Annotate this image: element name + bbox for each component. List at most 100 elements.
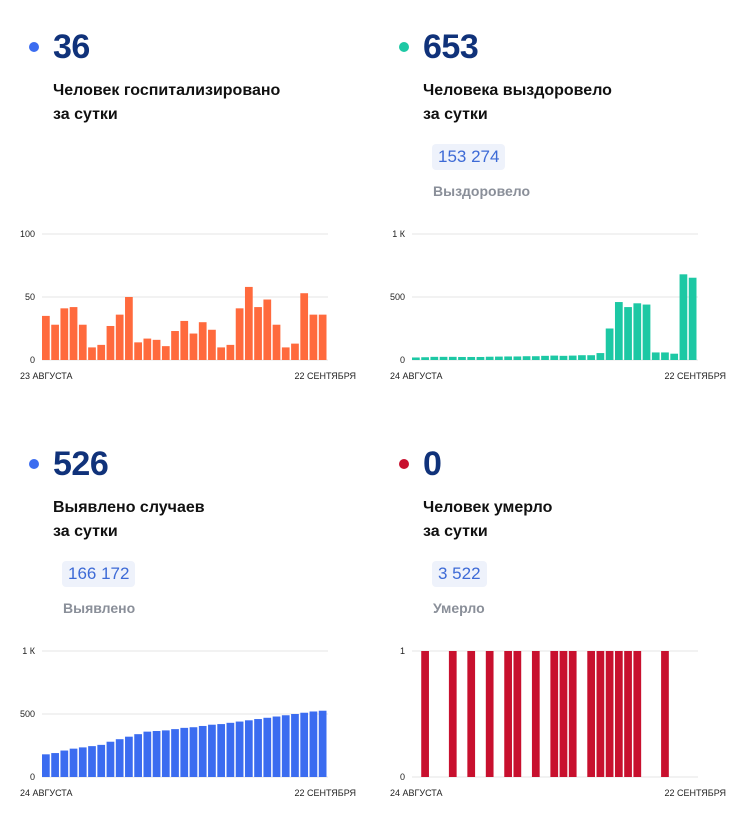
- cases-bar: [208, 724, 216, 777]
- hospitalized-bar: [300, 293, 309, 360]
- cases-xlabel-start: 24 АВГУСТА: [20, 788, 73, 798]
- recovered-panel: 653 Человека выздоровело за сутки 153 27…: [390, 20, 730, 420]
- deaths-bar: [559, 651, 568, 777]
- cases-bar: [125, 736, 133, 777]
- hospitalized-bar: [272, 324, 281, 360]
- recovered-bar: [522, 356, 531, 360]
- cases-bar: [272, 716, 281, 777]
- deaths-xlabel-end: 22 СЕНТЯБРЯ: [664, 788, 726, 798]
- hospitalized-desc-line2: за сутки: [53, 106, 118, 123]
- hospitalized-ytick-label: 100: [20, 229, 35, 239]
- recovered-bar: [504, 356, 512, 360]
- deaths-bar: [485, 651, 494, 777]
- recovered-dot-icon: [399, 42, 409, 52]
- cases-bar: [254, 719, 262, 777]
- cases-total-badge: 166 172: [62, 561, 136, 587]
- deaths-bar: [513, 651, 522, 777]
- recovered-bar: [448, 356, 457, 360]
- cases-bar: [318, 710, 327, 777]
- cases-bar: [189, 727, 198, 777]
- hospitalized-bar: [143, 338, 152, 360]
- deaths-value: 0: [423, 445, 442, 483]
- recovered-bar: [587, 355, 596, 360]
- cases-dot-icon: [29, 459, 39, 469]
- hospitalized-bar: [134, 342, 142, 360]
- deaths-bar: [661, 651, 669, 777]
- cases-bar: [60, 750, 69, 777]
- recovered-bar: [412, 357, 420, 360]
- cases-bar: [143, 731, 152, 777]
- cases-xlabel-end: 22 СЕНТЯБРЯ: [294, 788, 356, 798]
- recovered-bar: [596, 353, 605, 360]
- recovered-desc-line1: Человека выздоровело: [423, 82, 612, 99]
- cases-panel: 526 Выявлено случаев за сутки 166 172 Вы…: [20, 437, 360, 837]
- hospitalized-ytick-label: 50: [25, 292, 35, 302]
- recovered-bar: [670, 353, 679, 360]
- cases-bar: [51, 753, 59, 777]
- cases-desc-line2: за сутки: [53, 523, 118, 540]
- hospitalized-bar: [198, 322, 207, 360]
- recovered-ytick-label: 500: [390, 292, 405, 302]
- hospitalized-xlabel-end: 22 СЕНТЯБРЯ: [294, 371, 356, 381]
- recovered-xlabel-start: 24 АВГУСТА: [390, 371, 443, 381]
- recovered-chart: 0 500 1 К 24 АВГУСТА 22 СЕНТЯБРЯ: [390, 229, 726, 381]
- cases-bar: [263, 717, 272, 777]
- hospitalized-bar: [161, 346, 170, 360]
- recovered-bar: [531, 356, 540, 360]
- recovered-bar: [495, 356, 503, 360]
- deaths-chart: 0 1 24 АВГУСТА 22 СЕНТЯБРЯ: [390, 646, 726, 798]
- cases-ytick-label: 0: [30, 772, 35, 782]
- hospitalized-chart: 0 50 100 23 АВГУСТА 22 СЕНТЯБРЯ: [20, 229, 356, 381]
- hospitalized-bar: [106, 325, 115, 360]
- hospitalized-bar: [125, 297, 133, 360]
- hospitalized-bar: [42, 315, 50, 360]
- recovered-bar: [458, 356, 466, 360]
- cases-bar: [106, 741, 115, 777]
- recovered-bar: [550, 355, 559, 360]
- hospitalized-bar: [171, 331, 179, 360]
- deaths-bar: [504, 651, 512, 777]
- recovered-bar: [476, 356, 485, 360]
- recovered-bar: [614, 302, 623, 360]
- hospitalized-bar: [235, 308, 244, 360]
- cases-bar: [198, 725, 207, 777]
- hospitalized-bar: [208, 329, 216, 360]
- deaths-total-label: Умерло: [433, 600, 485, 616]
- cases-desc-line1: Выявлено случаев: [53, 499, 205, 516]
- cases-bar: [88, 746, 96, 777]
- cases-bar: [217, 724, 226, 777]
- recovered-bar: [568, 355, 577, 360]
- hospitalized-bar: [217, 347, 226, 360]
- deaths-ytick-label: 1: [400, 646, 405, 656]
- recovered-bar: [467, 356, 476, 360]
- cases-bar: [226, 722, 235, 777]
- cases-bar: [42, 754, 50, 777]
- recovered-bar: [485, 356, 494, 360]
- cases-bar: [291, 714, 299, 777]
- hospitalized-bar: [226, 344, 235, 360]
- deaths-bar: [421, 651, 429, 777]
- cases-bar: [244, 720, 253, 777]
- deaths-bar: [550, 651, 559, 777]
- recovered-bar: [513, 356, 522, 360]
- cases-bar: [152, 731, 161, 777]
- recovered-bar: [651, 352, 660, 360]
- hospitalized-bar: [69, 307, 78, 360]
- deaths-dot-icon: [399, 459, 409, 469]
- deaths-xlabel-start: 24 АВГУСТА: [390, 788, 443, 798]
- recovered-total-badge: 153 274: [432, 144, 506, 170]
- recovered-bar: [688, 277, 697, 360]
- cases-ytick-label: 500: [20, 709, 35, 719]
- cases-bar: [97, 744, 106, 777]
- cases-ytick-label: 1 К: [22, 646, 36, 656]
- recovered-bar: [624, 307, 632, 360]
- recovered-ytick-label: 1 К: [392, 229, 406, 239]
- deaths-desc-line2: за сутки: [423, 523, 488, 540]
- cases-bar: [78, 747, 87, 777]
- hospitalized-ytick-label: 0: [30, 355, 35, 365]
- hospitalized-bar: [180, 320, 189, 360]
- cases-bar: [180, 727, 189, 777]
- cases-bar: [134, 734, 142, 777]
- cases-bar: [115, 739, 124, 777]
- deaths-total-badge: 3 522: [432, 561, 487, 587]
